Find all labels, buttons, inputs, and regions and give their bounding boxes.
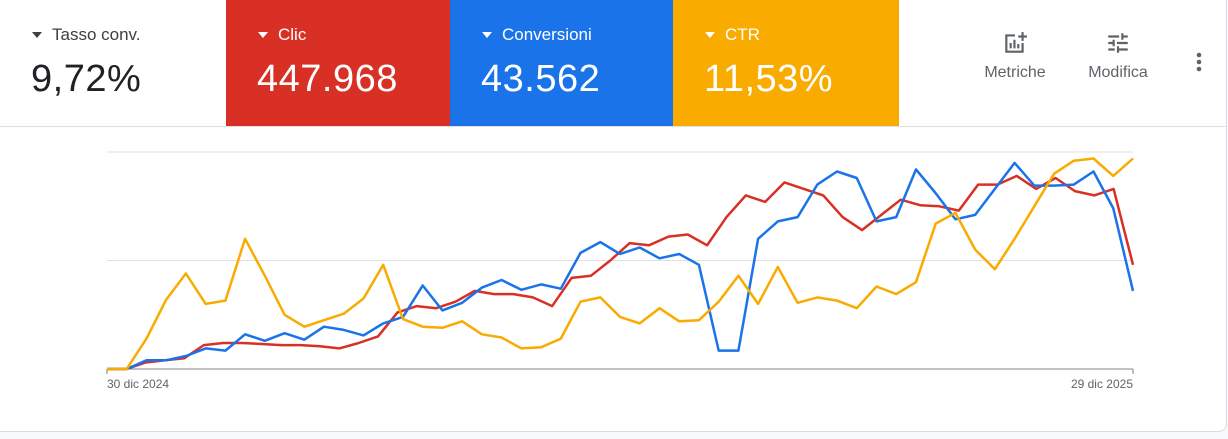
metric-label-text: Conversioni xyxy=(502,25,592,44)
dropdown-caret-icon xyxy=(705,32,715,38)
edit-button[interactable]: Modifica xyxy=(1078,30,1158,82)
series-line-2 xyxy=(107,157,1134,371)
x-axis-start-label: 30 dic 2024 xyxy=(107,377,169,391)
tune-icon xyxy=(1108,33,1128,53)
metric-value: 9,72% xyxy=(31,58,142,100)
more-vert-icon xyxy=(1196,52,1202,72)
metric-tiles: Tasso conv. 9,72% Clic 447.968 Conversio… xyxy=(0,0,1226,127)
metric-label-text: CTR xyxy=(725,25,760,44)
metric-label: Conversioni xyxy=(482,25,592,45)
add-chart-icon xyxy=(1005,32,1027,53)
metric-tile-conversion-rate[interactable]: Tasso conv. 9,72% xyxy=(0,0,226,126)
metric-label-text: Tasso conv. xyxy=(52,25,141,44)
metric-label: Clic xyxy=(258,25,306,45)
metric-label: Tasso conv. xyxy=(32,25,141,45)
metric-label: CTR xyxy=(705,25,760,45)
dropdown-caret-icon xyxy=(258,32,268,38)
x-axis-end-label: 29 dic 2025 xyxy=(1071,377,1133,391)
more-options-button[interactable] xyxy=(1188,50,1210,76)
metrics-button[interactable]: Metriche xyxy=(974,30,1056,82)
chart-series xyxy=(107,157,1135,371)
chart-grid xyxy=(106,151,1134,374)
metric-tile-clicks[interactable]: Clic 447.968 xyxy=(226,0,450,126)
dropdown-caret-icon xyxy=(32,32,42,38)
series-line-1 xyxy=(107,161,1135,371)
dropdown-caret-icon xyxy=(482,32,492,38)
metric-tile-ctr[interactable]: CTR 11,53% xyxy=(673,0,899,126)
metric-label-text: Clic xyxy=(278,25,307,44)
performance-line-chart: 30 dic 2024 29 dic 2025 xyxy=(106,151,1135,391)
metric-value: 43.562 xyxy=(481,58,601,100)
metric-tile-conversions[interactable]: Conversioni 43.562 xyxy=(450,0,673,126)
metric-value: 11,53% xyxy=(704,58,834,100)
metrics-button-label: Metriche xyxy=(984,64,1046,81)
edit-button-label: Modifica xyxy=(1088,64,1148,81)
metric-value: 447.968 xyxy=(257,58,398,100)
series-line-0 xyxy=(107,174,1135,371)
